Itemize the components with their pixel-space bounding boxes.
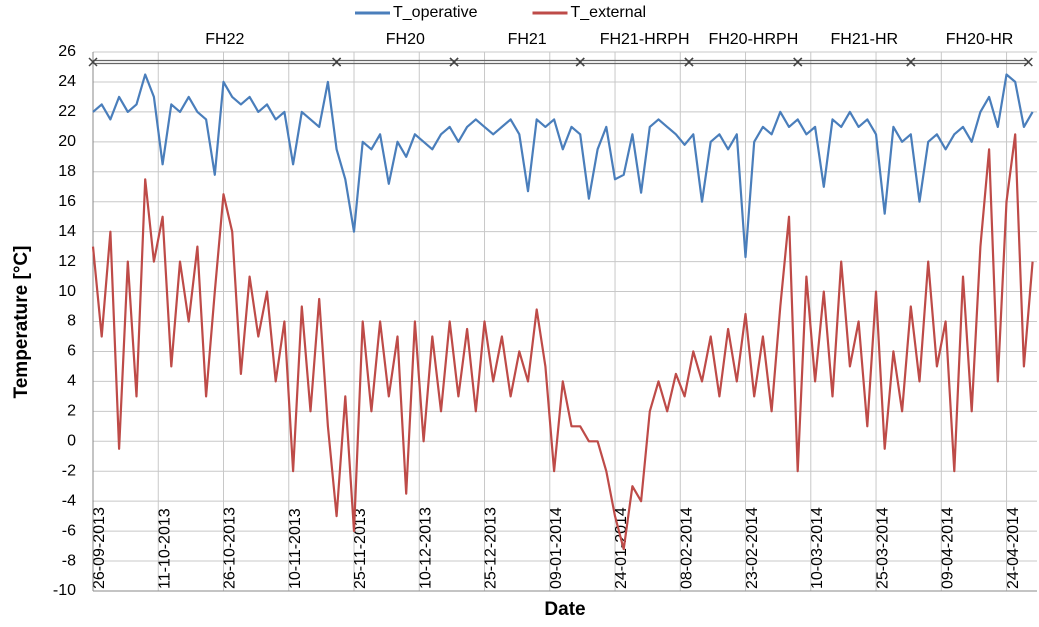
y-tick-label: -6 bbox=[62, 522, 76, 539]
period-marker bbox=[88, 57, 98, 67]
y-tick-label: -2 bbox=[62, 462, 76, 479]
y-tick-label: 14 bbox=[58, 223, 76, 240]
x-tick-label: 11-10-2013 bbox=[156, 508, 173, 589]
legend-label: T_external bbox=[571, 4, 647, 21]
x-tick-label: 23-02-2014 bbox=[744, 507, 761, 589]
y-tick-label: 4 bbox=[67, 373, 76, 390]
y-tick-label: 2 bbox=[67, 403, 76, 420]
period-label: FH20-HR bbox=[946, 31, 1014, 48]
legend-label: T_operative bbox=[393, 4, 478, 21]
series-line bbox=[92, 73, 1034, 259]
y-tick-label: 26 bbox=[58, 43, 76, 60]
y-tick-label: -10 bbox=[53, 582, 76, 599]
y-tick-label: 0 bbox=[67, 432, 76, 449]
period-marker bbox=[332, 57, 342, 67]
y-tick-label: 22 bbox=[58, 103, 76, 120]
period-label: FH22 bbox=[205, 31, 244, 48]
period-marker bbox=[684, 57, 694, 67]
period-label: FH21 bbox=[508, 31, 547, 48]
period-label: FH21-HRPH bbox=[600, 31, 690, 48]
y-tick-label: 18 bbox=[58, 163, 76, 180]
x-axis-label: Date bbox=[544, 599, 585, 620]
x-tick-label: 10-03-2014 bbox=[809, 507, 826, 589]
x-tick-label: 25-03-2014 bbox=[874, 507, 891, 589]
y-tick-label: -4 bbox=[62, 492, 76, 509]
period-marker bbox=[793, 57, 803, 67]
x-tick-label: 26-10-2013 bbox=[222, 507, 239, 589]
x-tick-label: 09-04-2014 bbox=[940, 507, 957, 589]
y-tick-label: 6 bbox=[67, 343, 76, 360]
period-label: FH20-HRPH bbox=[708, 31, 798, 48]
period-marker bbox=[449, 57, 459, 67]
x-tick-label: 10-12-2013 bbox=[417, 507, 434, 589]
x-tick-label: 26-09-2013 bbox=[91, 507, 108, 589]
y-tick-label: 10 bbox=[58, 283, 76, 300]
x-tick-label: 08-02-2014 bbox=[678, 507, 695, 589]
x-tick-label: 25-11-2013 bbox=[352, 508, 369, 589]
y-tick-label: -8 bbox=[62, 552, 76, 569]
period-label: FH21-HR bbox=[831, 31, 899, 48]
x-tick-label: 10-11-2013 bbox=[287, 508, 304, 589]
y-tick-label: 20 bbox=[58, 133, 76, 150]
y-tick-label: 16 bbox=[58, 193, 76, 210]
period-label: FH20 bbox=[386, 31, 425, 48]
y-tick-label: 8 bbox=[67, 313, 76, 330]
period-marker bbox=[575, 57, 585, 67]
x-tick-label: 25-12-2013 bbox=[483, 507, 500, 589]
x-tick-label: 24-04-2014 bbox=[1005, 507, 1022, 589]
period-marker bbox=[906, 57, 916, 67]
y-tick-label: 12 bbox=[58, 253, 76, 270]
y-tick-label: 24 bbox=[58, 73, 76, 90]
x-tick-label: 09-01-2014 bbox=[548, 507, 565, 589]
series-line bbox=[91, 133, 1034, 551]
y-axis-label: Temperature [°C] bbox=[11, 246, 32, 399]
period-marker bbox=[1023, 57, 1033, 67]
